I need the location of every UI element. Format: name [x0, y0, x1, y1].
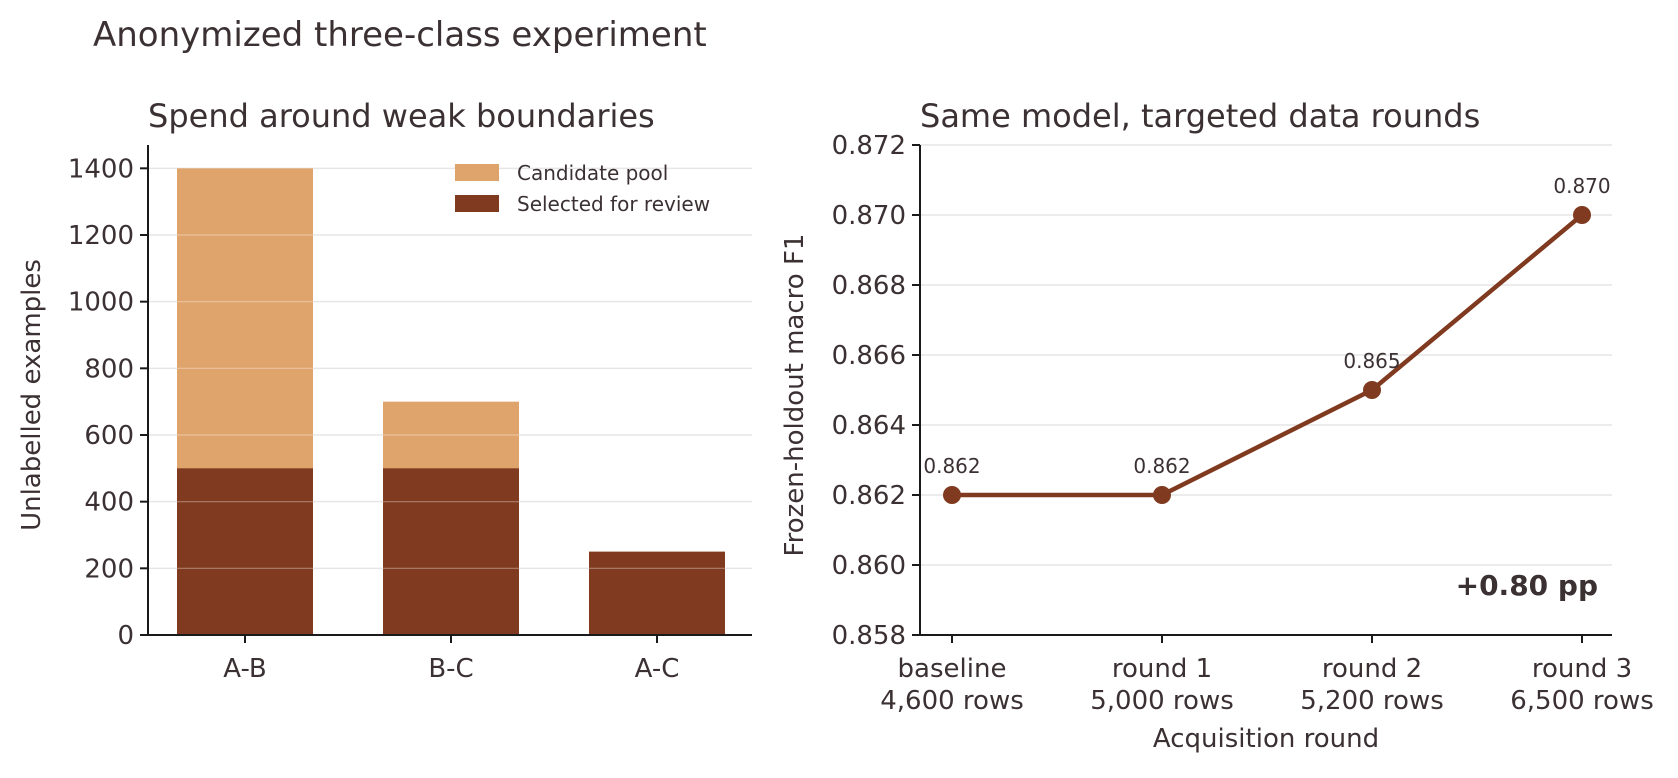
bar-chart-y-tick-label: 1000 [68, 288, 134, 318]
bar-selected-for-review [383, 468, 519, 635]
line-chart-x-tick-sublabel: 6,500 rows [1510, 686, 1654, 716]
line-chart-x-axis-label: Acquisition round [1153, 724, 1379, 754]
bar-chart-y-tick-label: 0 [117, 621, 134, 651]
legend-label-candidate-pool: Candidate pool [517, 161, 668, 185]
f1-point-label: 0.865 [1343, 349, 1400, 373]
bar-chart-axes [147, 145, 752, 636]
line-chart-panel: Same model, targeted data rounds 0.862 0.… [780, 97, 1654, 754]
line-chart-y-tick-label: 0.872 [832, 131, 906, 161]
figure-title: Anonymized three-class experiment [93, 15, 707, 55]
line-chart-x-tick-sublabel: 5,000 rows [1090, 686, 1234, 716]
line-chart-x-tick-label: round 3 [1532, 654, 1632, 684]
legend-label-selected-for-review: Selected for review [517, 192, 710, 216]
bar-selected-for-review [177, 468, 313, 635]
f1-line [952, 213, 1584, 498]
line-chart-y-tick-label: 0.864 [832, 411, 906, 441]
bar-chart-x-tick-label: A-C [635, 654, 680, 684]
bar-chart-y-tick-label: 400 [84, 488, 134, 518]
line-chart-series: 0.862 0.862 0.865 0.870 [923, 174, 1611, 504]
line-chart-y-tick-label: 0.862 [832, 481, 906, 511]
f1-point [1153, 486, 1171, 504]
bar-chart-panel: Spend around weak boundaries 0 200 400 600 8… [17, 97, 752, 684]
line-chart-y-tick-label: 0.858 [832, 621, 906, 651]
improvement-annotation: +0.80 pp [1456, 569, 1598, 602]
bar-chart-x-tick-label: A-B [223, 654, 267, 684]
bar-chart-y-tick-label: 600 [84, 421, 134, 451]
line-chart-x-tick-label: round 2 [1322, 654, 1422, 684]
line-chart-y-tick-label: 0.866 [832, 341, 906, 371]
bar-selected-for-review [589, 551, 725, 635]
bar-chart-y-axis-label: Unlabelled examples [17, 259, 47, 531]
f1-point [1573, 206, 1591, 224]
legend-swatch-selected-for-review [455, 195, 499, 212]
line-chart-gridlines [920, 144, 1612, 566]
f1-point [943, 486, 961, 504]
legend-swatch-candidate-pool [455, 164, 499, 181]
line-chart-x-tick-label: baseline [898, 654, 1007, 684]
bar-chart-ticks: 0 200 400 600 800 1000 1200 1400 A-B B-C A-C [68, 154, 680, 684]
bar-chart-legend: Candidate pool Selected for review [455, 161, 710, 216]
bar-chart-y-tick-label: 200 [84, 554, 134, 584]
f1-point [1363, 381, 1381, 399]
line-chart-y-tick-label: 0.870 [832, 201, 906, 231]
bar-chart-x-tick-label: B-C [428, 654, 473, 684]
line-chart-x-tick-label: round 1 [1112, 654, 1212, 684]
bar-chart-title: Spend around weak boundaries [148, 97, 655, 135]
line-chart-y-tick-label: 0.860 [832, 551, 906, 581]
bar-chart-bars [177, 168, 725, 636]
f1-point-label: 0.862 [923, 454, 980, 478]
bar-chart-y-tick-label: 800 [84, 354, 134, 384]
line-chart-x-tick-sublabel: 5,200 rows [1300, 686, 1444, 716]
f1-point-label: 0.862 [1133, 454, 1190, 478]
line-chart-title: Same model, targeted data rounds [920, 97, 1480, 135]
line-chart-axes [919, 145, 1612, 636]
bar-chart-y-tick-label: 1400 [68, 154, 134, 184]
bar-chart-y-tick-label: 1200 [68, 221, 134, 251]
line-chart-y-tick-label: 0.868 [832, 271, 906, 301]
line-chart-y-axis-label: Frozen-holdout macro F1 [780, 234, 810, 557]
f1-point-label: 0.870 [1553, 174, 1610, 198]
line-chart-ticks: 0.858 0.860 0.862 0.864 0.866 0.868 0.870 0.872… [832, 131, 1654, 716]
line-chart-x-tick-sublabel: 4,600 rows [880, 686, 1024, 716]
